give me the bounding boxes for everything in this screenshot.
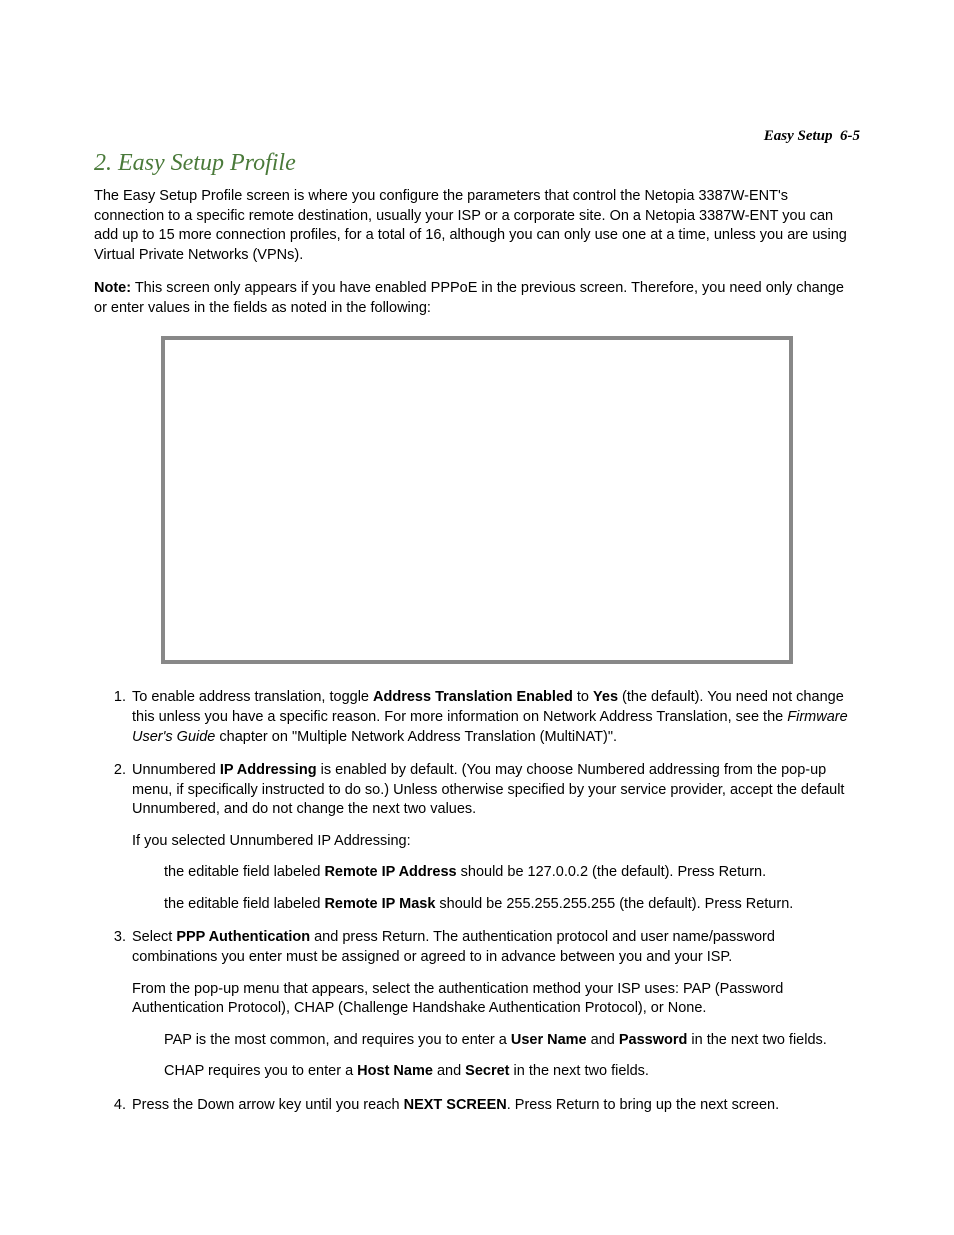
step3-sub2-post: in the next two fields. xyxy=(687,1032,826,1048)
step2-sub3-bold: Remote IP Mask xyxy=(324,896,435,912)
step3-sub2-pre: PAP is the most common, and requires you… xyxy=(164,1032,511,1048)
steps-list: To enable address translation, toggle Ad… xyxy=(94,688,860,1115)
step1-mid1: to xyxy=(573,689,593,705)
page-header: Easy Setup 6-5 xyxy=(764,128,860,145)
step3-sub3-bold2: Secret xyxy=(465,1063,509,1079)
step3-sub2: PAP is the most common, and requires you… xyxy=(164,1031,860,1051)
step3-sub3: CHAP requires you to enter a Host Name a… xyxy=(164,1062,860,1082)
note-body: This screen only appears if you have ena… xyxy=(94,280,844,316)
step1-post2: chapter on "Multiple Network Address Tra… xyxy=(215,729,617,745)
page: Easy Setup 6-5 2. Easy Setup Profile The… xyxy=(0,0,954,1235)
step3-sub3-bold1: Host Name xyxy=(357,1063,433,1079)
step4-post1: . Press Return to bring up the next scre… xyxy=(507,1097,779,1113)
step2-sub2: the editable field labeled Remote IP Add… xyxy=(164,863,860,883)
step2-sub2-post: should be 127.0.0.2 (the default). Press… xyxy=(457,864,767,880)
step3-sub1: From the pop-up menu that appears, selec… xyxy=(132,980,860,1019)
step3-pre: Select xyxy=(132,929,176,945)
step3-sub3-post: in the next two fields. xyxy=(510,1063,649,1079)
step2-pre: Unnumbered xyxy=(132,762,220,778)
section-title: 2. Easy Setup Profile xyxy=(94,150,860,177)
note-label: Note: xyxy=(94,280,131,296)
step3-sub2-bold2: Password xyxy=(619,1032,688,1048)
step3-sub2-bold1: User Name xyxy=(511,1032,587,1048)
step4-pre: Press the Down arrow key until you reach xyxy=(132,1097,404,1113)
intro-paragraph: The Easy Setup Profile screen is where y… xyxy=(94,187,860,265)
step-4: Press the Down arrow key until you reach… xyxy=(130,1096,860,1116)
header-pagenum: 6-5 xyxy=(840,128,860,144)
step1-text-pre: To enable address translation, toggle xyxy=(132,689,373,705)
step2-sub2-bold: Remote IP Address xyxy=(324,864,456,880)
step2-bold1: IP Addressing xyxy=(220,762,317,778)
step3-sub3-pre: CHAP requires you to enter a xyxy=(164,1063,357,1079)
step-2: Unnumbered IP Addressing is enabled by d… xyxy=(130,761,860,914)
step-3: Select PPP Authentication and press Retu… xyxy=(130,928,860,1081)
step-1: To enable address translation, toggle Ad… xyxy=(130,688,860,747)
step1-bold1: Address Translation Enabled xyxy=(373,689,573,705)
step3-sub3-mid: and xyxy=(433,1063,465,1079)
step3-sub2-mid: and xyxy=(587,1032,619,1048)
step2-sub1: If you selected Unnumbered IP Addressing… xyxy=(132,832,860,852)
step4-bold1: NEXT SCREEN xyxy=(404,1097,507,1113)
step2-sub3-post: should be 255.255.255.255 (the default).… xyxy=(435,896,793,912)
step2-sub3-pre: the editable field labeled xyxy=(164,896,324,912)
step2-sub2-pre: the editable field labeled xyxy=(164,864,324,880)
screenshot-placeholder xyxy=(161,336,793,664)
header-section: Easy Setup xyxy=(764,128,833,144)
note-paragraph: Note: This screen only appears if you ha… xyxy=(94,279,860,318)
step3-bold1: PPP Authentication xyxy=(176,929,310,945)
step1-bold2: Yes xyxy=(593,689,618,705)
step2-sub3: the editable field labeled Remote IP Mas… xyxy=(164,895,860,915)
